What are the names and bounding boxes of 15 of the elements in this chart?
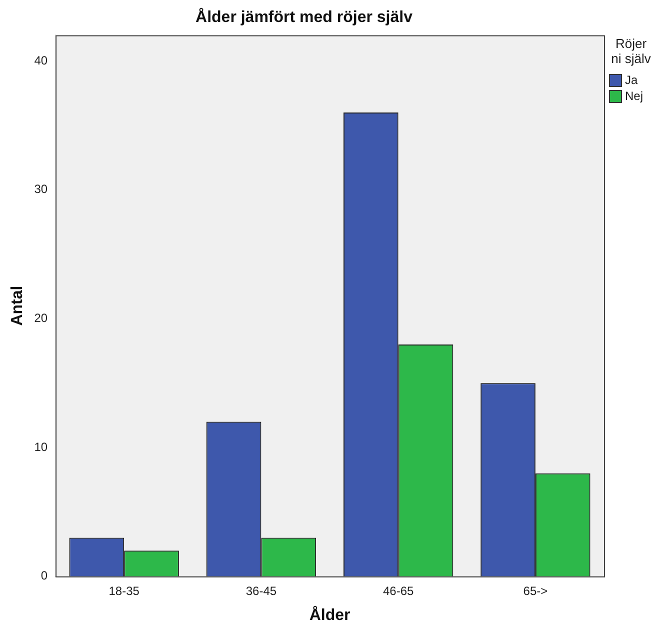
x-tick-label: 65-> — [523, 584, 548, 598]
y-tick-label: 0 — [40, 568, 48, 583]
x-tick-label: 18-35 — [108, 584, 140, 598]
x-axis-title: Ålder — [309, 604, 350, 624]
chart-title: Ålder jämfört med röjer själv — [196, 7, 413, 26]
y-tick-label: 20 — [34, 311, 48, 325]
y-axis-title: Antal — [9, 286, 26, 326]
y-tick-label: 30 — [34, 182, 48, 196]
legend-title: Röjer ni själv — [610, 36, 652, 66]
y-tick-label: 40 — [34, 53, 48, 68]
y-tick-label: 10 — [34, 440, 48, 454]
x-tick-label: 46-65 — [382, 584, 414, 598]
legend-label: Nej — [625, 89, 644, 103]
x-tick-label: 36-45 — [246, 584, 277, 598]
legend-label: Ja — [625, 73, 638, 87]
